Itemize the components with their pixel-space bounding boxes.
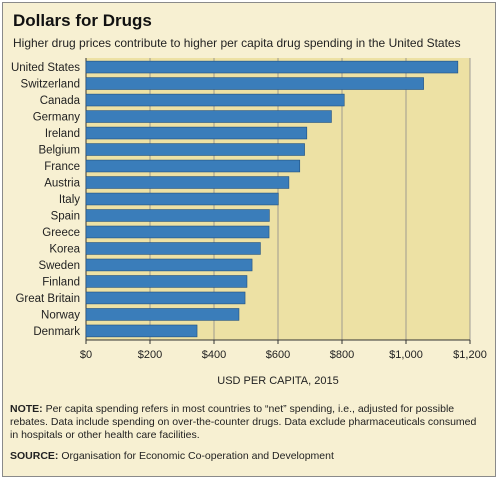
category-label-8: Italy bbox=[59, 194, 80, 206]
note-label: NOTE: bbox=[10, 403, 43, 415]
category-label-2: Canada bbox=[40, 95, 81, 107]
bar-8 bbox=[85, 192, 279, 206]
bar-6 bbox=[85, 159, 301, 173]
tick-label-x-3: $600 bbox=[266, 349, 290, 361]
bar-12 bbox=[85, 258, 253, 272]
source-text: Organisation for Economic Co-operation a… bbox=[58, 450, 334, 462]
chart-title: Dollars for Drugs bbox=[13, 11, 152, 30]
category-label-12: Sweden bbox=[38, 260, 80, 272]
bar-9 bbox=[85, 209, 270, 222]
bar-15 bbox=[85, 308, 240, 321]
category-label-9: Spain bbox=[51, 210, 80, 222]
category-label-1: Switzerland bbox=[21, 79, 80, 91]
category-label-7: Austria bbox=[44, 178, 80, 190]
bar-4 bbox=[85, 126, 308, 140]
tick-label-x-1: $200 bbox=[138, 349, 162, 361]
note-text: Per capita spending refers in most count… bbox=[10, 403, 477, 441]
bar-14 bbox=[85, 291, 246, 305]
bar-7 bbox=[85, 176, 290, 189]
tick-label-x-4: $800 bbox=[330, 349, 354, 361]
category-label-14: Great Britain bbox=[15, 293, 80, 305]
category-label-6: France bbox=[44, 161, 80, 173]
source-label: SOURCE: bbox=[10, 450, 59, 462]
chart-subtitle: Higher drug prices contribute to higher … bbox=[13, 36, 461, 50]
bar-10 bbox=[85, 225, 270, 239]
category-label-15: Norway bbox=[41, 309, 80, 321]
bar-2 bbox=[85, 93, 345, 107]
tick-label-x-6: $1,200 bbox=[453, 349, 487, 361]
bar-11 bbox=[85, 242, 261, 255]
tick-label-x-5: $1,000 bbox=[389, 349, 423, 361]
bar-13 bbox=[85, 275, 248, 288]
chart-source: SOURCE: Organisation for Economic Co-ope… bbox=[10, 450, 485, 462]
category-label-3: Germany bbox=[33, 112, 81, 124]
x-axis-title: USD PER CAPITA, 2015 bbox=[217, 375, 338, 387]
tick-label-x-0: $0 bbox=[80, 349, 92, 361]
category-label-16: Denmark bbox=[33, 326, 80, 338]
bar-16 bbox=[85, 324, 198, 338]
category-label-5: Belgium bbox=[38, 145, 80, 157]
bar-0 bbox=[85, 60, 459, 74]
category-label-11: Korea bbox=[49, 243, 80, 255]
category-label-4: Ireland bbox=[45, 128, 80, 140]
category-label-0: United States bbox=[11, 62, 80, 74]
bar-5 bbox=[85, 143, 305, 156]
tick-label-x-2: $400 bbox=[202, 349, 226, 361]
bar-3 bbox=[85, 110, 332, 123]
category-label-13: Finland bbox=[42, 276, 80, 288]
category-label-10: Greece bbox=[42, 227, 80, 239]
chart-note: NOTE: Per capita spending refers in most… bbox=[10, 403, 485, 442]
bar-1 bbox=[85, 77, 424, 90]
